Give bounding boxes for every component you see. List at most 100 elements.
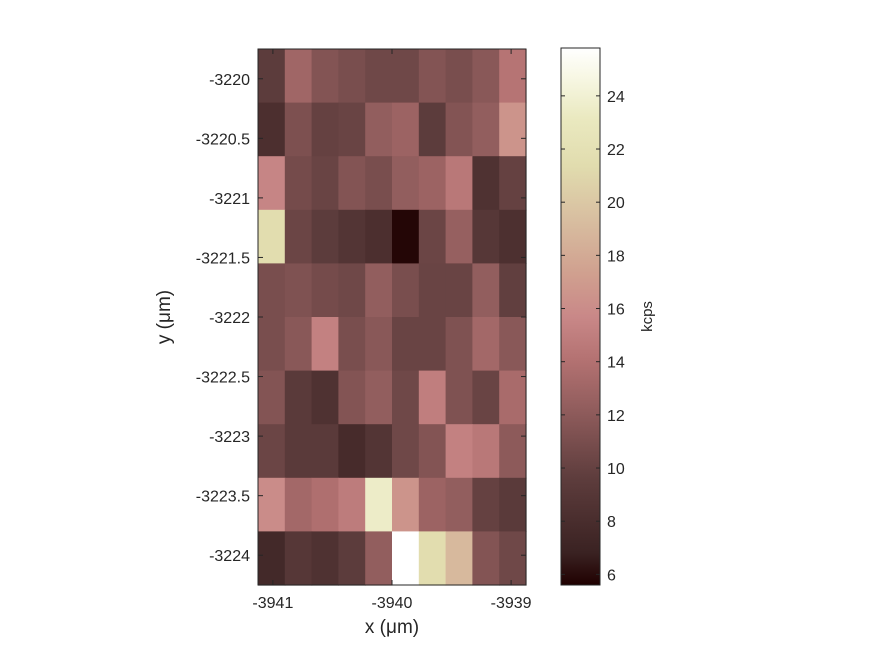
heatmap-cell	[284, 370, 313, 425]
y-tick-label: -3221.5	[196, 250, 250, 267]
colorbar-tick-label: 22	[607, 142, 625, 159]
heatmap-cell	[499, 156, 527, 211]
heatmap-cell	[258, 424, 286, 479]
heatmap-cell	[445, 263, 473, 318]
heatmap-cell	[499, 531, 527, 586]
heatmap-cell	[338, 102, 366, 157]
heatmap-cell	[445, 424, 473, 479]
heatmap-cell	[499, 317, 527, 372]
heatmap-cell	[258, 477, 286, 532]
heatmap-cell	[445, 477, 473, 532]
x-tick-label: -3940	[372, 595, 413, 612]
y-axis-label: y (μm)	[154, 290, 175, 344]
colorbar-tick-label: 8	[607, 514, 616, 531]
heatmap-cell	[258, 531, 286, 586]
heatmap-cell	[284, 209, 313, 264]
heatmap-cell	[499, 424, 527, 479]
heatmap-cell	[338, 370, 366, 425]
heatmap-cell	[338, 317, 366, 372]
heatmap-cell	[472, 477, 500, 532]
heatmap-cell	[418, 317, 447, 372]
heatmap-cell	[258, 156, 286, 211]
heatmap-cell	[392, 424, 420, 479]
colorbar-tick-label: 20	[607, 195, 625, 212]
colorbar-tick-label: 6	[607, 567, 616, 584]
heatmap-cell	[392, 102, 420, 157]
colorbar-label: kcps	[639, 301, 656, 332]
heatmap-cell	[392, 477, 420, 532]
heatmap-cell	[418, 531, 447, 586]
y-tick-label: -3223.5	[196, 489, 250, 506]
colorbar-tick-label: 24	[607, 89, 625, 106]
heatmap-cell	[338, 531, 366, 586]
heatmap-cell	[445, 102, 473, 157]
heatmap-cell	[472, 156, 500, 211]
y-tick-label: -3222	[209, 310, 250, 327]
heatmap-cell	[284, 531, 313, 586]
heatmap-cell	[284, 263, 313, 318]
heatmap-cell	[258, 102, 286, 157]
colorbar-tick-label: 10	[607, 461, 625, 478]
x-axis-ticks: -3941 -3940 -3939	[252, 49, 532, 612]
heatmap-cell	[445, 531, 473, 586]
heatmap-cell	[472, 209, 500, 264]
x-tick-label: -3941	[252, 595, 293, 612]
heatmap-cell	[418, 424, 447, 479]
heatmap-cell	[472, 263, 500, 318]
y-tick-label: -3221	[209, 191, 250, 208]
heatmap-cell	[418, 263, 447, 318]
heatmap-cell	[338, 477, 366, 532]
heatmap-cell	[338, 209, 366, 264]
y-tick-label: -3220.5	[196, 131, 250, 148]
heatmap-cell	[284, 424, 313, 479]
heatmap-cell	[311, 531, 339, 586]
heatmap-cell	[365, 209, 393, 264]
colorbar-tick-label: 18	[607, 248, 625, 265]
colorbar-ticks: 6 8 10 12 14 16 18 20 22 24	[561, 89, 625, 584]
heatmap-cell	[499, 102, 527, 157]
heatmap-cell	[284, 49, 313, 104]
heatmap-cell	[284, 477, 313, 532]
heatmap-cell	[338, 156, 366, 211]
heatmap-cell	[311, 49, 339, 104]
colorbar-tick-label: 16	[607, 302, 625, 319]
heatmap-cell	[365, 424, 393, 479]
heatmap-cell	[392, 209, 420, 264]
heatmap-cell	[311, 317, 339, 372]
y-tick-label: -3222.5	[196, 370, 250, 387]
heatmap-cell	[311, 102, 339, 157]
heatmap-cell	[258, 263, 286, 318]
heatmap-cell	[499, 477, 527, 532]
heatmap-cells	[258, 49, 527, 586]
heatmap-cell	[258, 370, 286, 425]
heatmap-cell	[365, 156, 393, 211]
heatmap-cell	[472, 102, 500, 157]
y-axis-ticks: -3220 -3220.5 -3221 -3221.5 -3222 -3222.5 -322…	[196, 72, 526, 565]
heatmap-cell	[311, 209, 339, 264]
heatmap-cell	[338, 49, 366, 104]
heatmap-cell	[311, 263, 339, 318]
heatmap-cell	[445, 49, 473, 104]
heatmap-cell	[392, 370, 420, 425]
heatmap-cell	[365, 263, 393, 318]
heatmap-cell	[418, 156, 447, 211]
y-tick-label: -3223	[209, 429, 250, 446]
heatmap-cell	[338, 263, 366, 318]
heatmap-cell	[445, 370, 473, 425]
heatmap-cell	[311, 424, 339, 479]
x-tick-label: -3939	[491, 595, 532, 612]
heatmap-cell	[284, 317, 313, 372]
heatmap-cell	[499, 49, 527, 104]
heatmap-cell	[258, 49, 286, 104]
heatmap-cell	[445, 209, 473, 264]
heatmap-cell	[392, 317, 420, 372]
heatmap-cell	[499, 209, 527, 264]
heatmap-cell	[284, 156, 313, 211]
heatmap-cell	[338, 424, 366, 479]
heatmap-cell	[499, 263, 527, 318]
heatmap-cell	[311, 370, 339, 425]
heatmap-cell	[418, 477, 447, 532]
colorbar	[560, 47, 601, 586]
heatmap-cell	[392, 531, 420, 586]
